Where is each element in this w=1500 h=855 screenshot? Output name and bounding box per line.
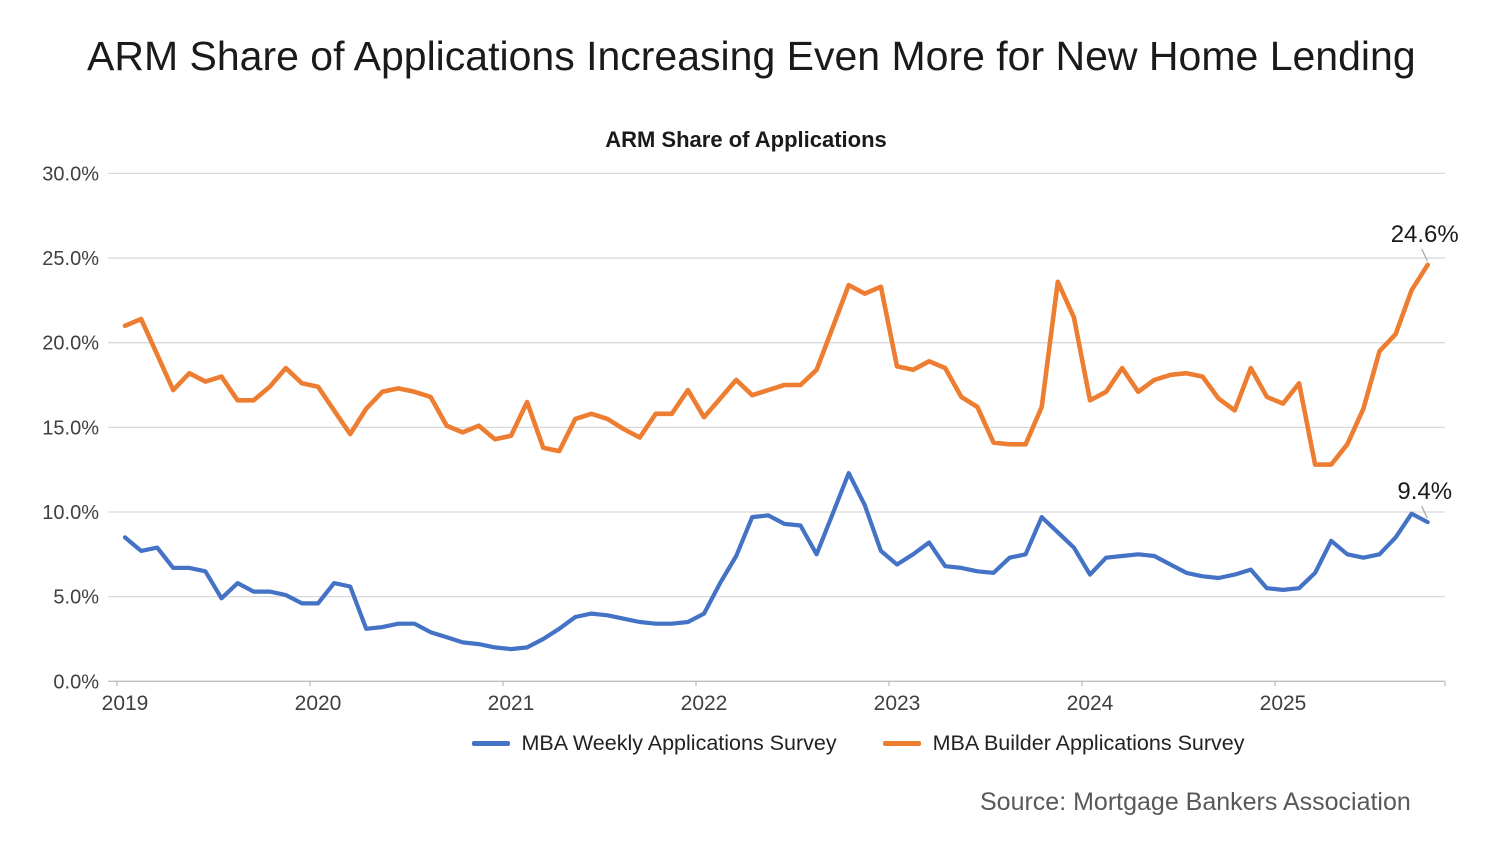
y-axis-tick-label: 20.0%	[42, 333, 99, 355]
x-axis-tick-label: 2024	[1067, 692, 1114, 715]
line-chart: 0.0% 5.0% 10.0% 15.0% 20.0% 25.0% 30.0% 2019 202…	[42, 163, 1459, 715]
annotation-value-label: 9.4%	[1397, 478, 1452, 505]
weekly-series-line	[122, 471, 1430, 652]
annotation-value-label: 24.6%	[1391, 221, 1459, 248]
annotation-leader-line	[1421, 505, 1428, 519]
weekly-line-swatch-icon	[471, 741, 510, 746]
chart-legend: MBA Weekly Applications Survey MBA Build…	[0, 731, 1500, 756]
builder-series-line	[122, 262, 1430, 467]
annotation-leader-line	[1421, 248, 1428, 262]
x-axis-tick-label: 2020	[295, 692, 342, 715]
source-attribution: Source: Mortgage Bankers Association	[980, 788, 1411, 816]
legend-label-weekly: MBA Weekly Applications Survey	[521, 731, 837, 755]
y-axis-tick-label: 0.0%	[53, 671, 99, 693]
y-axis-tick-label: 15.0%	[42, 417, 99, 439]
legend-item-builder: MBA Builder Applications Survey	[882, 731, 1245, 756]
x-axis-tick-label: 2019	[102, 692, 149, 715]
chart-title: ARM Share of Applications	[605, 127, 887, 152]
page-title: ARM Share of Applications Increasing Eve…	[87, 33, 1416, 79]
x-axis-tick-label: 2023	[874, 692, 921, 715]
legend-item-weekly: MBA Weekly Applications Survey	[471, 731, 837, 756]
y-axis-tick-label: 10.0%	[42, 502, 99, 524]
y-axis-tick-label: 5.0%	[53, 587, 99, 609]
x-axis-tick-label: 2025	[1260, 692, 1307, 715]
y-axis-tick-label: 25.0%	[42, 248, 99, 270]
y-axis-tick-label: 30.0%	[42, 163, 99, 185]
legend-label-builder: MBA Builder Applications Survey	[932, 731, 1245, 755]
builder-line-swatch-icon	[882, 741, 921, 746]
x-axis-tick-label: 2021	[488, 692, 535, 715]
x-axis-tick-label: 2022	[681, 692, 728, 715]
